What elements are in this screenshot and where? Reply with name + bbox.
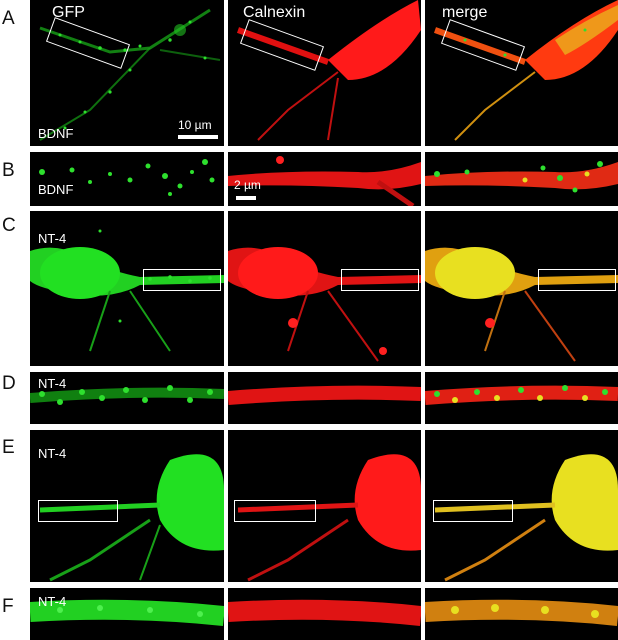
row-letter-f: F: [2, 596, 14, 617]
panel-a-merge: [425, 0, 618, 146]
roi-box-c-gfp: [143, 269, 221, 291]
neuron-image-c-merge: [425, 247, 618, 362]
row-letter-e: E: [2, 437, 15, 458]
panel-c-merge: [425, 211, 618, 366]
column-header-calnexin: Calnexin: [243, 4, 306, 21]
panel-b-merge: [425, 152, 618, 206]
neuron-image-f-calnexin: [228, 599, 421, 626]
neuron-image-a-gfp: [39, 8, 221, 141]
roi-box-e-gfp: [38, 500, 118, 522]
neuron-image-c-calnexin: [228, 247, 421, 362]
panel-f-calnexin: [228, 588, 421, 640]
roi-box-e-calnexin: [234, 500, 316, 522]
neuron-image-b-gfp: [39, 159, 215, 196]
panel-b-gfp: BDNF: [30, 152, 224, 206]
panel-f-merge: [425, 588, 618, 640]
scale-label-10um: 10 µm: [178, 118, 212, 132]
panel-f-gfp: NT-4: [30, 588, 224, 640]
label-b-gfp: BDNF: [38, 182, 74, 197]
panel-d-merge: [425, 372, 618, 424]
label-e-gfp: NT-4: [38, 446, 67, 461]
scale-label-2um: 2 µm: [234, 178, 261, 192]
neuron-image-e-merge: [434, 454, 618, 582]
panel-c-calnexin: [228, 211, 421, 366]
neuron-image-e-gfp: [39, 454, 224, 582]
scale-bar-2um: [236, 196, 256, 200]
neuron-image-e-calnexin: [237, 454, 421, 582]
neuron-image-f-gfp: [30, 599, 224, 626]
neuron-image-f-merge: [425, 599, 618, 626]
panel-e-calnexin: [228, 430, 421, 582]
neuron-image-a-merge: [433, 0, 618, 141]
roi-box-e-merge: [433, 500, 513, 522]
panel-e-gfp: NT-4: [30, 430, 224, 582]
scale-bar-10um: [178, 135, 218, 139]
roi-box-c-merge: [538, 269, 616, 291]
panel-e-merge: [425, 430, 618, 582]
panel-d-calnexin: [228, 372, 421, 424]
label-d-gfp: NT-4: [38, 376, 67, 391]
panel-d-gfp: NT-4: [30, 372, 224, 424]
neuron-image-b-calnexin: [228, 156, 421, 206]
neuron-image-d-calnexin: [228, 385, 421, 405]
row-letter-d: D: [2, 373, 16, 394]
row-letter-c: C: [2, 215, 16, 236]
panel-c-gfp: NT-4: [30, 211, 224, 366]
panel-a-gfp: BDNF 10 µm: [30, 0, 224, 146]
neuron-image-c-gfp: [30, 229, 224, 352]
neuron-image-d-merge: [425, 385, 618, 405]
panel-a-calnexin: [228, 0, 421, 146]
column-header-gfp: GFP: [52, 4, 85, 21]
neuron-image-d-gfp: [30, 385, 224, 405]
column-header-merge: merge: [442, 4, 488, 21]
row-letter-a: A: [2, 8, 15, 29]
label-c-gfp: NT-4: [38, 231, 67, 246]
label-f-gfp: NT-4: [38, 594, 67, 609]
label-a-gfp: BDNF: [38, 126, 74, 141]
row-letter-b: B: [2, 160, 15, 181]
panel-b-calnexin: 2 µm: [228, 152, 421, 206]
neuron-image-b-merge: [425, 161, 618, 193]
roi-box-c-calnexin: [341, 269, 419, 291]
neuron-image-a-calnexin: [236, 0, 421, 141]
